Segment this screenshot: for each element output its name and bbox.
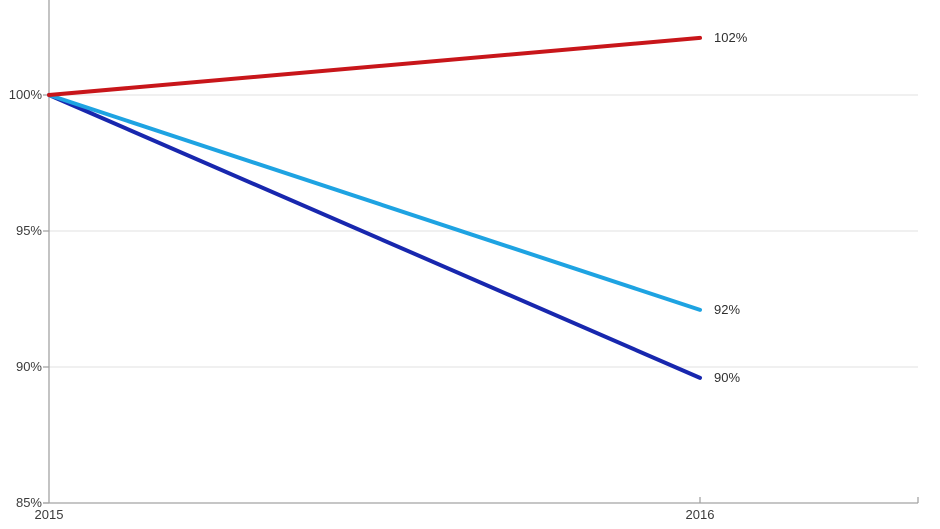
series-red-line — [47, 35, 702, 97]
y-axis-label-85: 85% — [15, 495, 42, 510]
end-label-dark-blue-line: 90% — [714, 369, 741, 385]
y-axis-label-95: 95% — [15, 223, 42, 238]
end-label-red-line: 102% — [714, 29, 748, 45]
y-axis-label-90: 90% — [15, 359, 42, 374]
x-axis-label-2015: 2015 — [34, 507, 64, 522]
x-axis-label-2016: 2016 — [685, 507, 715, 522]
y-axis-label-100: 100% — [8, 87, 42, 102]
series-light-blue-line — [47, 93, 702, 312]
series-dark-blue-line — [47, 93, 702, 380]
end-label-light-blue-line: 92% — [714, 301, 741, 317]
